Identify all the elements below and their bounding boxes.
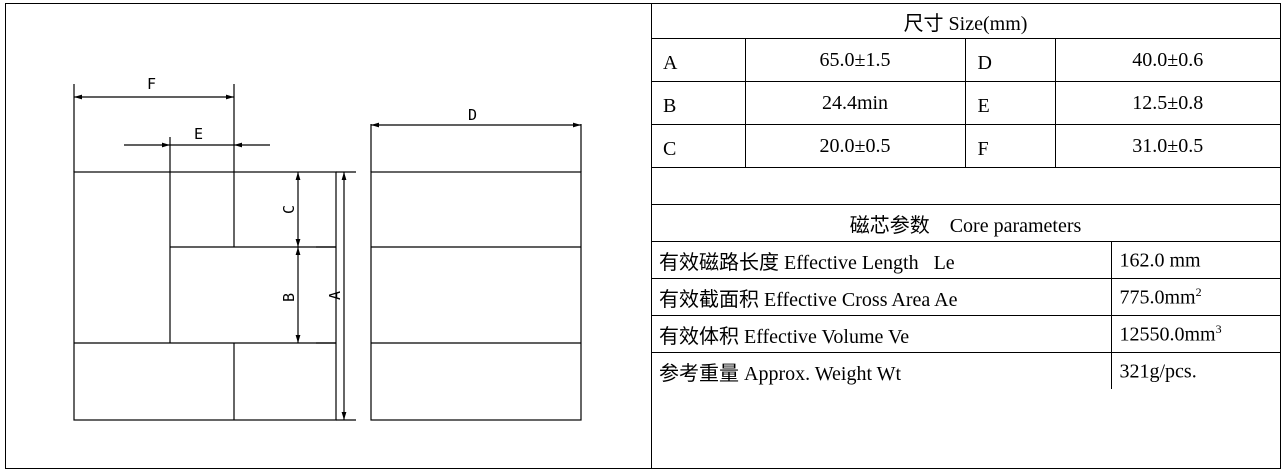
- param-label: 有效磁路长度 Effective Length Le: [651, 241, 1112, 279]
- param-value-sup: 3: [1215, 321, 1222, 336]
- core-outline: [73, 84, 582, 421]
- dim-label-B: B: [280, 293, 298, 302]
- param-value-text: 162.0 mm: [1119, 249, 1201, 272]
- param-label: 参考重量 Approx. Weight Wt: [651, 352, 1112, 389]
- dim-label-C: C: [280, 205, 298, 214]
- dim-letter: C: [651, 124, 746, 168]
- core-params-table: 磁芯参数 Core parameters 有效磁路长度 Effective Le…: [651, 204, 1281, 389]
- dim-letter: F: [964, 124, 1056, 168]
- table-row: A 65.0±1.5 D 40.0±0.6: [651, 38, 1280, 82]
- param-value-sup: 2: [1195, 284, 1202, 299]
- param-value: 321g/pcs.: [1110, 352, 1281, 389]
- dim-value: 40.0±0.6: [1054, 38, 1280, 82]
- param-value: 12550.0mm3: [1110, 315, 1281, 353]
- blank-row: [651, 167, 1280, 205]
- dim-letter: B: [651, 81, 746, 125]
- param-value-text: 321g/pcs.: [1119, 360, 1197, 383]
- spec-sheet: F E D C B A 尺寸 Size(mm) A 65.0±1.5 D 40.…: [5, 3, 1281, 469]
- size-table: 尺寸 Size(mm) A 65.0±1.5 D 40.0±0.6 B 24.4…: [651, 4, 1280, 205]
- spec-panel: 尺寸 Size(mm) A 65.0±1.5 D 40.0±0.6 B 24.4…: [651, 4, 1281, 468]
- size-table-title: 尺寸 Size(mm): [651, 4, 1280, 39]
- core-params-title: 磁芯参数 Core parameters: [651, 204, 1281, 242]
- table-row: 参考重量 Approx. Weight Wt 321g/pcs.: [651, 352, 1281, 389]
- table-row: C 20.0±0.5 F 31.0±0.5: [651, 124, 1280, 168]
- dim-label-A: A: [326, 291, 344, 300]
- param-value: 775.0mm2: [1110, 278, 1281, 316]
- param-label: 有效体积 Effective Volume Ve: [651, 315, 1112, 353]
- table-row: 有效磁路长度 Effective Length Le 162.0 mm: [651, 241, 1281, 279]
- core-dimension-drawing: F E D C B A: [73, 75, 582, 421]
- dim-letter: D: [964, 38, 1056, 82]
- core-params-title-cn: 磁芯参数: [849, 214, 930, 237]
- table-row: 有效截面积 Effective Cross Area Ae 775.0mm2: [651, 278, 1281, 316]
- dim-letter: A: [651, 38, 746, 82]
- core-params-title-en: Core parameters: [949, 214, 1082, 237]
- dim-label-D: D: [468, 106, 477, 124]
- table-row: B 24.4min E 12.5±0.8: [651, 81, 1280, 125]
- table-row: 有效体积 Effective Volume Ve 12550.0mm3: [651, 315, 1281, 353]
- dim-value: 65.0±1.5: [744, 38, 966, 82]
- dim-label-F: F: [147, 75, 156, 93]
- dim-value: 31.0±0.5: [1054, 124, 1280, 168]
- param-value-text: 775.0mm: [1119, 286, 1196, 309]
- dim-label-E: E: [194, 125, 203, 143]
- param-value: 162.0 mm: [1110, 241, 1281, 279]
- dim-value: 20.0±0.5: [744, 124, 966, 168]
- dim-value: 24.4min: [744, 81, 966, 125]
- dimension-lines: [74, 94, 581, 420]
- param-label: 有效截面积 Effective Cross Area Ae: [651, 278, 1112, 316]
- dim-value: 12.5±0.8: [1054, 81, 1280, 125]
- dim-letter: E: [964, 81, 1056, 125]
- param-value-text: 12550.0mm: [1119, 323, 1216, 346]
- core-drawing-panel: F E D C B A: [6, 4, 652, 468]
